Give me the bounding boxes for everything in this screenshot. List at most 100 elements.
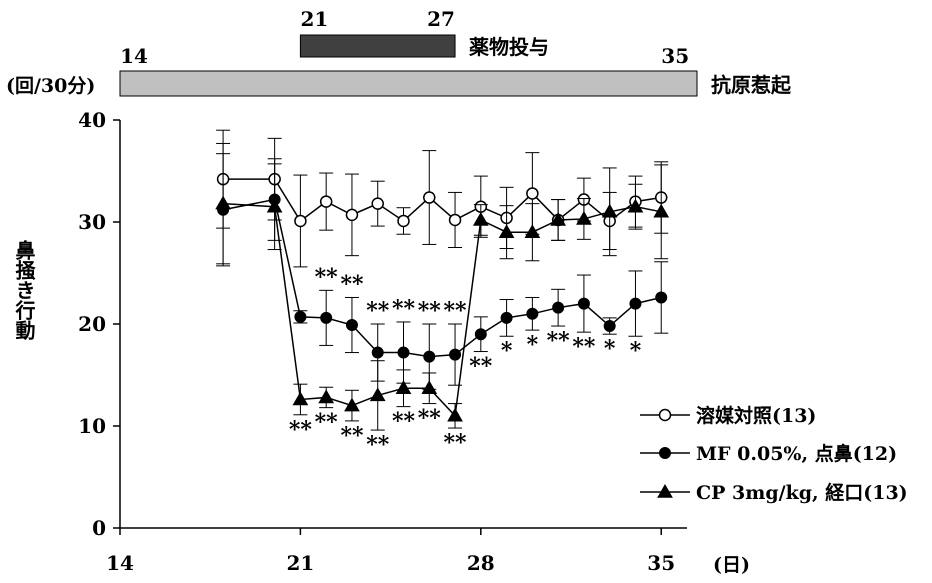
significance-mark: ** xyxy=(289,417,313,443)
legend-label: 溶媒対照(13) xyxy=(696,404,816,427)
dosing-end-label: 27 xyxy=(427,7,455,31)
data-point xyxy=(498,224,515,238)
data-point xyxy=(397,214,410,228)
challenge-annotation: 14 35 抗原惹起 xyxy=(119,44,792,97)
data-point xyxy=(423,191,436,204)
data-point xyxy=(629,297,642,310)
series-3 xyxy=(215,142,670,431)
x-tick-label: 35 xyxy=(647,551,675,575)
data-point xyxy=(292,391,309,406)
significance-mark: ** xyxy=(392,409,416,435)
data-point xyxy=(447,407,463,422)
data-point xyxy=(627,198,644,213)
significance-mark: ** xyxy=(444,298,468,324)
x-axis-unit: (日) xyxy=(713,554,750,576)
data-point xyxy=(266,198,283,213)
y-tick-label: 40 xyxy=(78,108,106,132)
significance-mark: * xyxy=(630,338,642,364)
y-tick-label: 20 xyxy=(78,312,106,336)
significance-mark: ** xyxy=(315,264,339,290)
y-tick-label: 30 xyxy=(78,210,106,234)
legend-item-3: CP 3mg/kg, 経口(13) xyxy=(640,481,908,504)
data-point xyxy=(319,195,333,208)
dosing-bar xyxy=(299,34,456,58)
series-2 xyxy=(216,153,669,390)
data-point xyxy=(344,397,360,412)
series-layer xyxy=(215,129,670,431)
x-tick-label: 28 xyxy=(467,551,495,575)
data-point xyxy=(653,203,670,218)
significance-mark: * xyxy=(501,338,513,364)
legend-marker xyxy=(658,408,672,422)
data-point xyxy=(345,208,359,222)
data-point xyxy=(601,203,618,218)
legend-item-1: 溶媒対照(13) xyxy=(640,404,816,427)
significance-mark: * xyxy=(604,336,616,362)
y-axis-label: 鼻掻き行動 xyxy=(12,239,36,341)
data-point xyxy=(371,197,384,210)
legend: 溶媒対照(13) MF 0.05%, 点鼻(12) CP 3mg/kg, 経口(13… xyxy=(640,404,908,504)
data-point xyxy=(320,311,333,324)
legend-label: CP 3mg/kg, 経口(13) xyxy=(696,481,908,504)
x-tick-label: 14 xyxy=(106,551,134,575)
data-point xyxy=(423,350,436,363)
data-point xyxy=(395,380,412,395)
y-tick-label: 10 xyxy=(78,414,106,438)
data-point xyxy=(474,328,487,341)
data-point xyxy=(550,211,566,226)
y-tick-label: 0 xyxy=(92,516,106,540)
challenge-start-label: 14 xyxy=(120,44,148,68)
y-axis-unit: (回/30分) xyxy=(6,75,95,97)
legend-marker xyxy=(657,483,673,498)
data-point xyxy=(294,310,307,323)
data-point xyxy=(526,307,539,320)
data-point xyxy=(371,346,384,359)
data-point xyxy=(500,311,513,324)
dosing-label: 薬物投与 xyxy=(469,35,549,59)
significance-mark: ** xyxy=(418,298,442,324)
data-point xyxy=(215,195,231,210)
significance-mark: ** xyxy=(392,296,416,322)
data-point xyxy=(449,348,462,361)
data-point xyxy=(524,224,541,238)
data-point xyxy=(294,214,307,228)
data-point xyxy=(526,187,539,200)
data-point xyxy=(421,380,438,395)
data-point xyxy=(577,297,590,310)
series-line xyxy=(223,178,662,223)
dosing-annotation: 21 27 薬物投与 xyxy=(299,7,549,59)
legend-label: MF 0.05%, 点鼻(12) xyxy=(696,442,897,465)
series-line xyxy=(222,198,662,358)
significance-mark: ** xyxy=(547,328,571,354)
legend-item-2: MF 0.05%, 点鼻(12) xyxy=(640,442,897,465)
data-point xyxy=(655,291,668,304)
significance-mark: ** xyxy=(444,430,468,456)
data-point xyxy=(576,210,592,225)
significance-layer: ** **** ** ** ***** * ** ** * *** **** **** **** xyxy=(289,264,642,458)
significance-mark: * xyxy=(527,332,539,358)
legend-marker xyxy=(659,447,671,459)
dosing-start-label: 21 xyxy=(300,7,328,31)
significance-mark: ** xyxy=(340,423,364,449)
data-point xyxy=(318,389,335,404)
axes: 0 10 20 30 40 14 21 28 35 xyxy=(78,108,687,575)
challenge-label: 抗原惹起 xyxy=(711,73,792,97)
series-1 xyxy=(216,129,669,268)
significance-mark: ** xyxy=(469,354,493,380)
challenge-end-label: 35 xyxy=(661,44,689,68)
series-line xyxy=(223,202,662,418)
significance-mark: ** xyxy=(315,410,339,436)
significance-mark: ** xyxy=(418,406,442,432)
significance-mark: ** xyxy=(366,432,390,458)
significance-mark: ** xyxy=(572,334,596,360)
data-point xyxy=(448,213,462,227)
data-point xyxy=(552,301,565,314)
significance-mark: ** xyxy=(340,271,364,297)
significance-mark: ** xyxy=(366,298,390,324)
data-point xyxy=(603,320,616,333)
data-point xyxy=(472,211,489,226)
data-point xyxy=(397,346,410,359)
data-point xyxy=(369,387,386,402)
